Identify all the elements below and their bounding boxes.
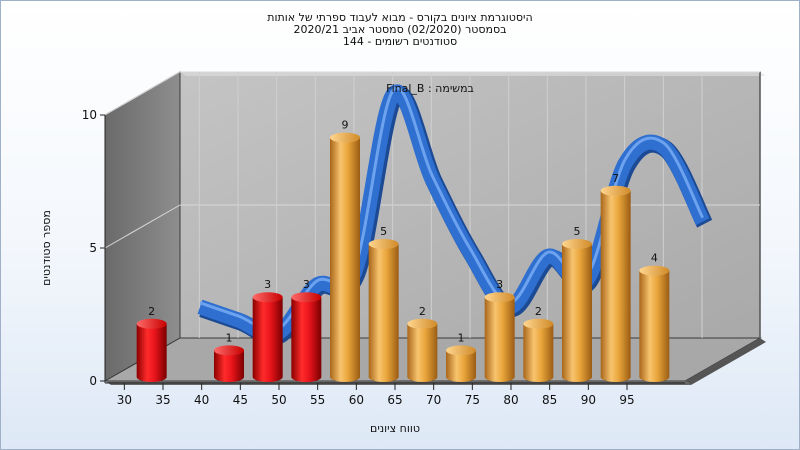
bar-body — [291, 297, 322, 382]
x-tick-label: 90 — [581, 393, 596, 407]
bar-value-label: 3 — [264, 278, 271, 291]
bar-value-label: 2 — [148, 305, 155, 318]
bar-value-label: 1 — [226, 331, 233, 344]
chart-top-edge — [180, 72, 766, 76]
bar-body — [446, 350, 476, 382]
chart-title-line-1: היסטוגרמת ציונים בקורס - מבוא לעבוד ספרת… — [267, 11, 533, 24]
bar-cap — [136, 318, 167, 329]
x-tick-label: 60 — [349, 393, 364, 407]
x-tick-label: 95 — [619, 393, 634, 407]
bar-value-label: 3 — [496, 278, 503, 291]
bar-cap — [446, 345, 476, 356]
bar-value-label: 1 — [458, 331, 465, 344]
histogram-bar — [446, 345, 476, 382]
histogram-bar — [484, 292, 515, 382]
bar-value-label: 4 — [651, 252, 658, 265]
histogram-bar — [214, 345, 244, 382]
x-tick-label: 70 — [426, 393, 441, 407]
bar-cap — [484, 292, 515, 303]
bar-cap — [252, 292, 283, 303]
histogram-bar — [407, 318, 438, 382]
x-tick-label: 75 — [465, 393, 480, 407]
histogram-bar — [330, 132, 360, 382]
bar-body — [523, 323, 554, 382]
histogram-bar — [600, 185, 631, 382]
y-tick-label: 10 — [82, 108, 97, 122]
grid-line-y-side — [104, 71, 181, 116]
chart-title-line-3: סטודנטים רשומים - 144 — [342, 35, 458, 48]
bar-value-label: 9 — [342, 119, 349, 132]
legend-task-label: Final_B : במשימה — [386, 82, 474, 95]
histogram-bar — [136, 318, 167, 382]
x-tick-label: 45 — [233, 393, 248, 407]
y-axis-title: מספר סטודנטים — [40, 210, 53, 286]
grid-line-y-side — [104, 204, 181, 249]
bar-cap — [523, 318, 554, 329]
bar-body — [484, 297, 515, 382]
histogram-bar — [368, 239, 399, 382]
x-axis-title: טווח ציונים — [370, 422, 420, 435]
bar-body — [368, 244, 399, 382]
bars-layer — [136, 132, 670, 382]
x-tick-label: 30 — [117, 393, 132, 407]
histogram-bar — [639, 265, 670, 382]
x-tick-label: 80 — [503, 393, 518, 407]
bar-cap — [562, 239, 592, 249]
bar-value-label: 5 — [574, 225, 581, 238]
y-tick-label: 0 — [89, 374, 97, 388]
bar-value-label: 3 — [303, 278, 310, 291]
y-tick-label: 5 — [89, 241, 97, 255]
x-tick-label: 85 — [542, 393, 557, 407]
chart-floor-edge — [685, 338, 766, 385]
bar-body — [562, 244, 592, 382]
histogram-bar — [252, 292, 283, 382]
bar-cap — [214, 345, 244, 356]
bar-cap — [600, 185, 631, 196]
bar-body — [136, 323, 167, 382]
x-tick-label: 40 — [194, 393, 209, 407]
bar-cap — [368, 239, 399, 249]
bar-value-label: 5 — [380, 225, 387, 238]
bar-cap — [291, 292, 322, 303]
bar-body — [330, 137, 360, 382]
x-tick-label: 50 — [271, 393, 286, 407]
chart-title-line-2: בסמסטר (02/2020) סמסטר אביב 2020/21 — [293, 23, 507, 36]
bar-body — [600, 190, 631, 382]
bar-value-label: 2 — [535, 305, 542, 318]
histogram-bar — [291, 292, 322, 382]
x-tick-label: 55 — [310, 393, 325, 407]
bar-cap — [639, 265, 670, 276]
histogram-bar — [562, 239, 592, 382]
x-tick-label: 35 — [155, 393, 170, 407]
bar-body — [407, 323, 438, 382]
bar-body — [639, 270, 670, 382]
histogram-bar — [523, 318, 554, 382]
bar-body — [252, 297, 283, 382]
bar-value-label: 2 — [419, 305, 426, 318]
bar-cap — [330, 132, 360, 143]
bar-cap — [407, 318, 438, 329]
x-tick-label: 65 — [387, 393, 402, 407]
bar-value-label: 7 — [612, 172, 619, 185]
bar-body — [214, 350, 244, 382]
